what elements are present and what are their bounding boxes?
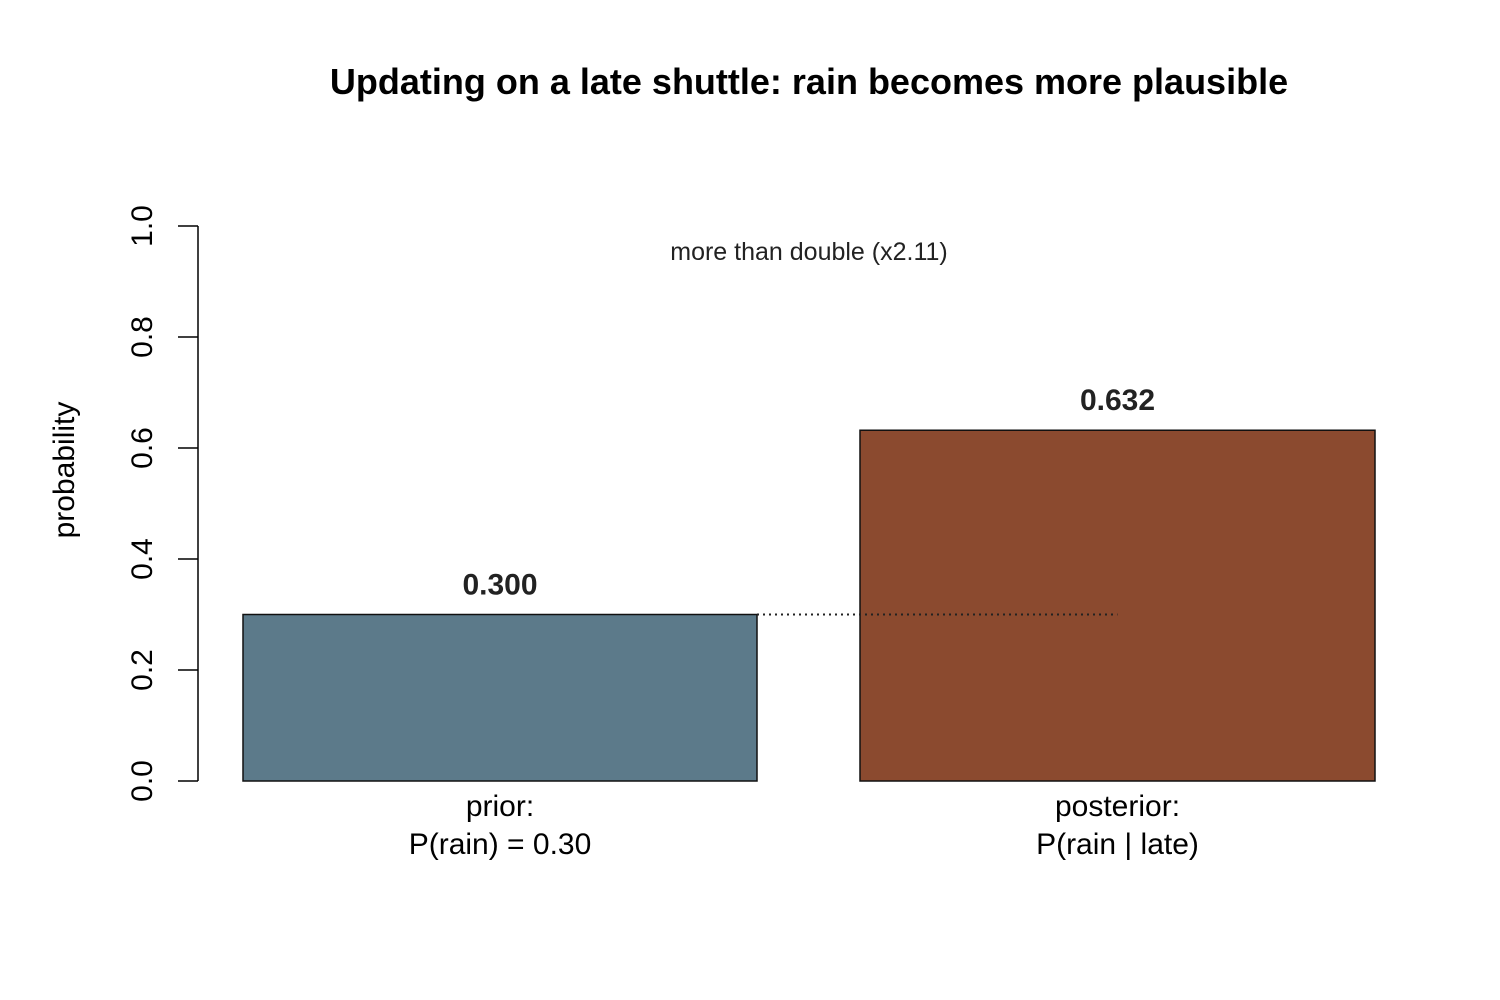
x-tick-label: P(rain) = 0.30 bbox=[409, 828, 592, 861]
y-tick-label: 0.4 bbox=[126, 538, 159, 580]
x-tick-label: P(rain | late) bbox=[1036, 828, 1199, 861]
y-tick-label: 0.0 bbox=[126, 760, 159, 802]
value-labels: 0.300 0.632 bbox=[462, 384, 1155, 601]
bar bbox=[242, 613, 758, 782]
y-tick-label: 0.6 bbox=[126, 427, 159, 469]
y-axis-label: probability bbox=[48, 402, 81, 539]
x-tick-label: prior: bbox=[466, 790, 534, 823]
annotation-text: more than double (x2.11) bbox=[670, 238, 947, 266]
y-tick-label: 0.2 bbox=[126, 649, 159, 691]
bar-value-label: 0.632 bbox=[1080, 384, 1155, 417]
bars bbox=[242, 429, 1376, 782]
x-tick-label: posterior: bbox=[1055, 790, 1180, 823]
y-tick-label: 0.8 bbox=[126, 316, 159, 358]
bar-value-label: 0.300 bbox=[462, 569, 537, 602]
chart-title: Updating on a late shuttle: rain becomes… bbox=[330, 61, 1288, 102]
y-axis: 0.0 0.2 0.4 0.6 0.8 1.0 bbox=[126, 205, 199, 802]
y-tick-label: 1.0 bbox=[126, 205, 159, 247]
bar bbox=[859, 429, 1376, 782]
x-category-labels: prior: P(rain) = 0.30 posterior: P(rain | l… bbox=[409, 790, 1199, 861]
